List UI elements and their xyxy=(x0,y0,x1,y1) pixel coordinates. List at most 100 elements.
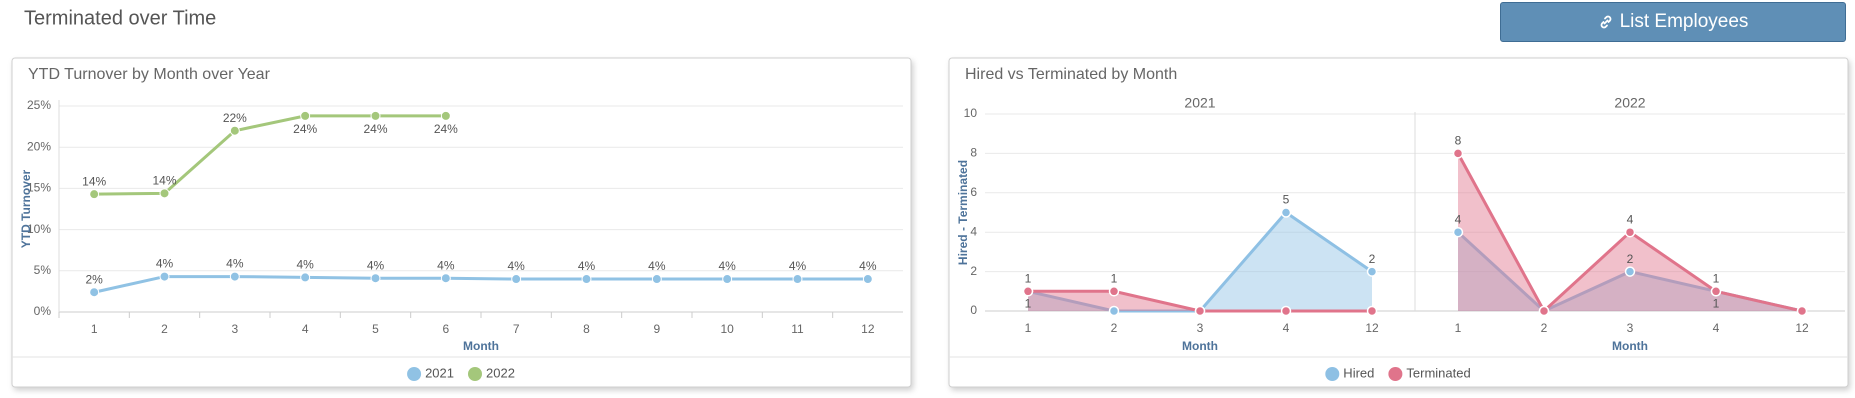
x-tick-label: 9 xyxy=(653,322,660,336)
data-label: 1 xyxy=(1111,271,1118,285)
data-label: 24% xyxy=(434,122,458,136)
x-tick-label: 12 xyxy=(1795,321,1809,335)
y-tick-label: 15% xyxy=(27,181,51,195)
data-point xyxy=(722,274,733,285)
data-label: 4% xyxy=(718,259,736,273)
data-point xyxy=(862,274,873,285)
legend-marker xyxy=(407,367,422,381)
data-point xyxy=(581,274,592,285)
data-point xyxy=(1710,286,1722,297)
data-point xyxy=(1022,286,1034,297)
button-label: List Employees xyxy=(1619,11,1749,32)
y-tick-label: 10 xyxy=(964,106,978,120)
data-point xyxy=(300,272,311,283)
x-axis-title: Month xyxy=(1182,339,1218,353)
data-point xyxy=(511,274,522,285)
y-tick-label: 6 xyxy=(970,185,977,199)
x-tick-label: 2 xyxy=(1541,321,1548,335)
data-label: 4% xyxy=(437,258,455,272)
x-axis-title: Month xyxy=(1612,339,1648,353)
x-tick-label: 2 xyxy=(1111,321,1118,335)
data-label: 2% xyxy=(85,272,103,286)
y-axis-title: Hired - Terminated xyxy=(956,160,970,265)
x-tick-label: 3 xyxy=(1197,321,1204,335)
data-point xyxy=(1280,305,1292,317)
data-label: 4% xyxy=(859,259,877,273)
data-label: 22% xyxy=(223,111,247,125)
x-tick-label: 12 xyxy=(861,322,875,336)
data-point xyxy=(1194,305,1206,317)
series-line xyxy=(93,275,868,294)
x-tick-label: 2 xyxy=(161,322,168,336)
legend-label: Hired xyxy=(1343,365,1374,380)
x-tick-label: 1 xyxy=(1455,321,1462,335)
data-label: 14% xyxy=(152,174,176,188)
x-tick-label: 1 xyxy=(91,322,98,336)
panel xyxy=(948,57,1849,388)
legend-label: Terminated xyxy=(1406,365,1470,380)
y-tick-label: 5% xyxy=(34,263,52,277)
x-tick-label: 11 xyxy=(791,322,804,336)
y-tick-label: 2 xyxy=(970,264,977,278)
data-point xyxy=(1624,226,1636,238)
data-label: 1 xyxy=(1713,271,1720,285)
x-tick-label: 10 xyxy=(720,322,734,336)
data-label: 5 xyxy=(1283,193,1290,207)
data-label: 4% xyxy=(789,259,807,273)
x-tick-label: 5 xyxy=(372,322,379,336)
data-label: 4% xyxy=(226,257,244,271)
y-tick-label: 10% xyxy=(27,222,51,236)
data-label: 24% xyxy=(293,122,317,136)
data-point xyxy=(1538,305,1550,317)
chart-title: Hired vs Terminated by Month xyxy=(965,66,1177,83)
data-point xyxy=(159,271,170,282)
data-label: 4% xyxy=(367,258,385,272)
data-label: 4% xyxy=(578,259,596,273)
list-employees-button[interactable]: List Employees xyxy=(1500,2,1846,42)
panel xyxy=(11,57,912,388)
data-point xyxy=(651,274,662,285)
data-label: 8 xyxy=(1455,134,1462,148)
data-point xyxy=(370,110,381,121)
data-label: 2 xyxy=(1627,252,1634,266)
data-point xyxy=(440,110,451,121)
data-point xyxy=(1366,266,1378,277)
x-axis-title: Month xyxy=(463,339,499,353)
data-label: 4% xyxy=(507,259,525,273)
data-label: 2 xyxy=(1369,252,1376,266)
y-axis-title: YTD Turnover xyxy=(19,169,33,248)
y-tick-label: 0 xyxy=(970,303,977,317)
data-point xyxy=(1452,226,1464,238)
data-point xyxy=(1796,305,1808,317)
legend-label: 2021 xyxy=(425,365,454,380)
y-tick-label: 8 xyxy=(970,146,977,160)
data-point xyxy=(159,188,170,199)
data-label: 4 xyxy=(1627,212,1634,226)
chart-title: YTD Turnover by Month over Year xyxy=(28,66,271,83)
y-tick-label: 4 xyxy=(970,224,977,238)
data-point xyxy=(1108,305,1120,317)
data-label: 1 xyxy=(1713,296,1720,310)
legend-marker xyxy=(1388,367,1403,381)
data-point xyxy=(1108,286,1120,297)
link-icon xyxy=(1600,15,1611,29)
y-tick-label: 25% xyxy=(27,98,51,112)
x-tick-label: 12 xyxy=(1365,321,1379,335)
y-tick-label: 0% xyxy=(34,304,52,318)
x-tick-label: 6 xyxy=(442,322,449,336)
page-title: Terminated over Time xyxy=(24,7,216,29)
panel-title: 2022 xyxy=(1614,95,1645,111)
data-point xyxy=(370,273,381,284)
data-label: 24% xyxy=(363,122,387,136)
data-label: 1 xyxy=(1025,296,1032,310)
data-point xyxy=(1624,266,1636,277)
data-point xyxy=(229,125,240,136)
legend-label: 2022 xyxy=(486,365,515,380)
data-point xyxy=(89,189,100,200)
data-label: 4% xyxy=(648,259,666,273)
x-tick-label: 8 xyxy=(583,322,590,336)
data-point xyxy=(229,271,240,282)
x-tick-label: 4 xyxy=(1713,321,1720,335)
x-tick-label: 7 xyxy=(513,322,520,336)
